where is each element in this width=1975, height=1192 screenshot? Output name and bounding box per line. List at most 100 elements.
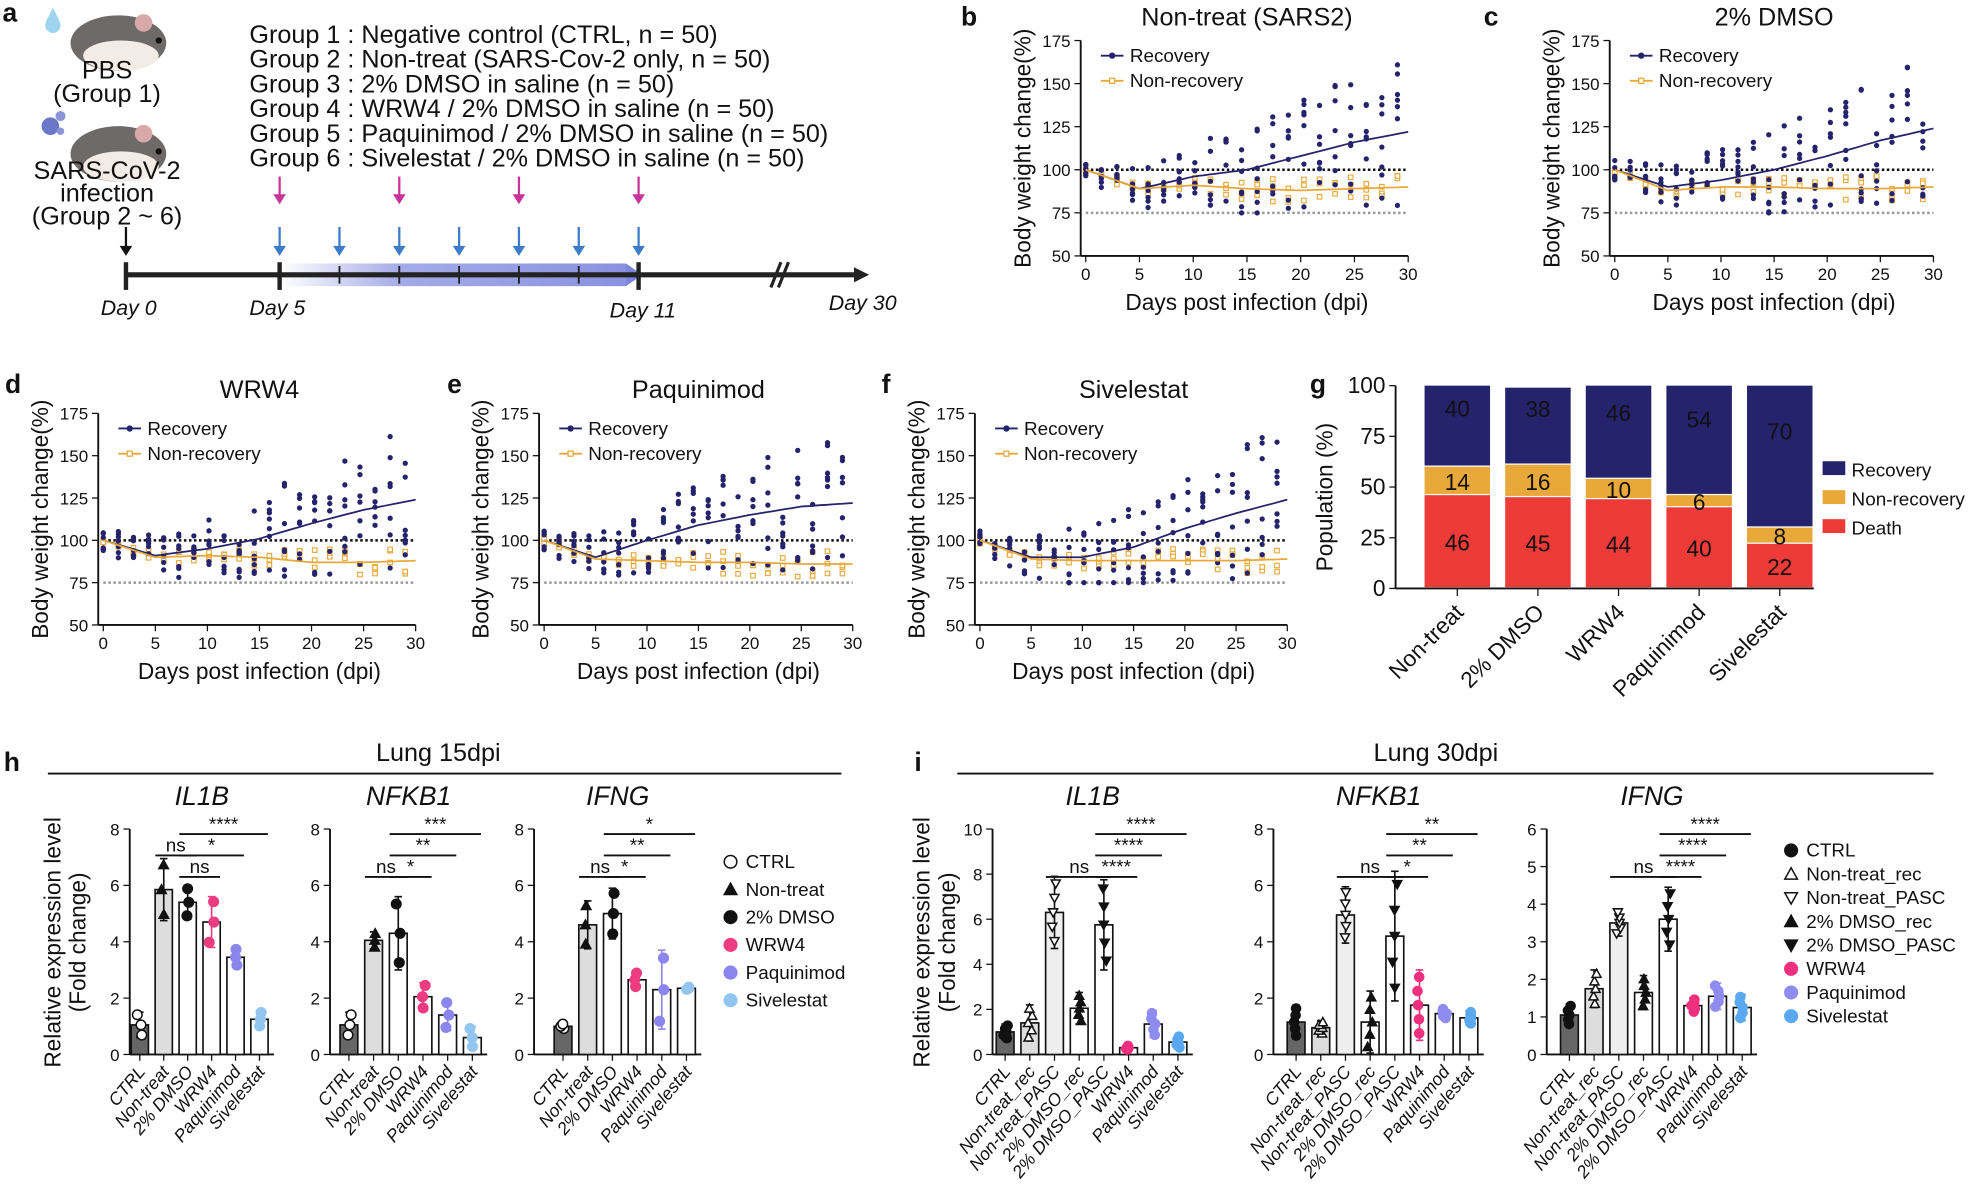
recovery-point (221, 570, 227, 576)
recovery-point (312, 500, 318, 506)
recovery-point (1145, 194, 1151, 201)
recovery-point (1185, 477, 1191, 483)
recovery-point (795, 447, 801, 453)
recovery-point (161, 544, 167, 550)
panel-c: c 2% DMSO Days post infection (dpi) Body we… (1484, 1, 1943, 315)
data-point (135, 1019, 147, 1031)
recovery-point (1750, 145, 1757, 151)
recovery-point (1735, 178, 1741, 184)
recovery-point (251, 561, 257, 568)
recovery-point (221, 537, 227, 544)
recovery-point (1274, 523, 1280, 529)
data-point (1637, 999, 1649, 1011)
y-tick-label: 6 (1527, 820, 1536, 839)
y-tick-label: 4 (310, 933, 319, 952)
legend-label: Non-treat (746, 880, 825, 901)
recovery-point (296, 505, 303, 511)
recovery-point (1259, 551, 1265, 558)
recovery-point (824, 470, 831, 476)
chart-title: WRW4 (220, 376, 299, 404)
bar-segment-non-recovery (1747, 527, 1813, 543)
non-recovery-point (1332, 191, 1338, 197)
legend-marker (1109, 52, 1116, 59)
recovery-point (1889, 117, 1895, 123)
day-label: Day 5 (249, 296, 305, 320)
y-tick-label: 125 (1571, 118, 1599, 137)
panel-f: f Sivelestat Days post infection (dpi) Body… (882, 369, 1297, 684)
y-tick-label: 2 (110, 989, 119, 1008)
recovery-point (1214, 472, 1221, 479)
data-point (368, 933, 381, 945)
legend-label: Sivelestat (1806, 1006, 1889, 1027)
recovery-point (1185, 489, 1191, 496)
recovery-point (1812, 204, 1818, 210)
data-point (1025, 1024, 1038, 1035)
non-recovery-mean-line (979, 539, 1288, 562)
recovery-point (1200, 540, 1206, 546)
recovery-point (1843, 104, 1849, 110)
data-label: 16 (1525, 469, 1550, 495)
recovery-point (1036, 539, 1043, 546)
recovery-point (839, 474, 846, 481)
x-tick-label: 20 (1175, 634, 1194, 653)
recovery-point (342, 482, 348, 488)
recovery-point (1332, 154, 1338, 160)
recovery-point (765, 464, 771, 470)
significance-label: ns (1069, 857, 1089, 878)
x-tick-label: 25 (1871, 265, 1890, 284)
recovery-point (1238, 190, 1245, 197)
data-point (419, 979, 431, 991)
recovery-point (1348, 181, 1354, 187)
bar-segment-non-recovery (1505, 464, 1571, 496)
data-point (608, 887, 620, 899)
recovery-point (645, 561, 652, 568)
recovery-point (1096, 520, 1102, 527)
significance-label: ** (1425, 814, 1440, 835)
y-tick-label: 175 (60, 405, 88, 424)
recovery-point (1161, 192, 1167, 198)
recovery-point (705, 510, 711, 516)
recovery-point (720, 482, 726, 488)
data-point (1664, 889, 1677, 900)
non-recovery-point (1363, 194, 1370, 201)
recovery-point (1316, 179, 1323, 186)
data-point (1689, 994, 1700, 1005)
recovery-point (705, 538, 711, 545)
recovery-point (809, 521, 816, 527)
recovery-point (342, 543, 348, 549)
recovery-point (1719, 151, 1726, 158)
recovery-point (1214, 550, 1221, 557)
recovery-point (630, 570, 637, 576)
non-recovery-point (266, 562, 273, 568)
recovery-point (1207, 135, 1214, 142)
data-point (1022, 1016, 1034, 1028)
recovery-point (1129, 186, 1136, 192)
recovery-point (402, 552, 408, 558)
recovery-point (1796, 155, 1803, 162)
y-tick-label: 50 (69, 616, 88, 635)
recovery-point (1332, 128, 1338, 134)
recovery-point (1858, 173, 1864, 179)
recovery-point (296, 551, 303, 557)
recovery-point (1781, 152, 1787, 159)
x-axis-label: Days post infection (dpi) (1653, 289, 1896, 315)
recovery-point (1719, 147, 1726, 153)
panel-i: i Lung 30dpi Relative expression level (Fol… (909, 739, 1956, 1183)
panel-letter: f (882, 369, 891, 399)
recovery-point (675, 491, 682, 497)
recovery-point (1766, 199, 1772, 205)
data-point (1047, 908, 1059, 919)
x-tick-label: 5 (591, 634, 600, 653)
y-tick-label: 50 (1581, 247, 1600, 266)
recovery-point (1827, 181, 1834, 187)
recovery-point (1766, 209, 1772, 215)
x-tick-label: 20 (740, 634, 759, 653)
data-point (1073, 1002, 1086, 1013)
recovery-point (1259, 541, 1265, 548)
data-point (1388, 931, 1401, 943)
recovery-point (1719, 194, 1726, 200)
recovery-point (645, 569, 652, 575)
recovery-point (1363, 156, 1369, 162)
day-label: Day 30 (829, 291, 897, 315)
recovery-point (1274, 518, 1280, 524)
